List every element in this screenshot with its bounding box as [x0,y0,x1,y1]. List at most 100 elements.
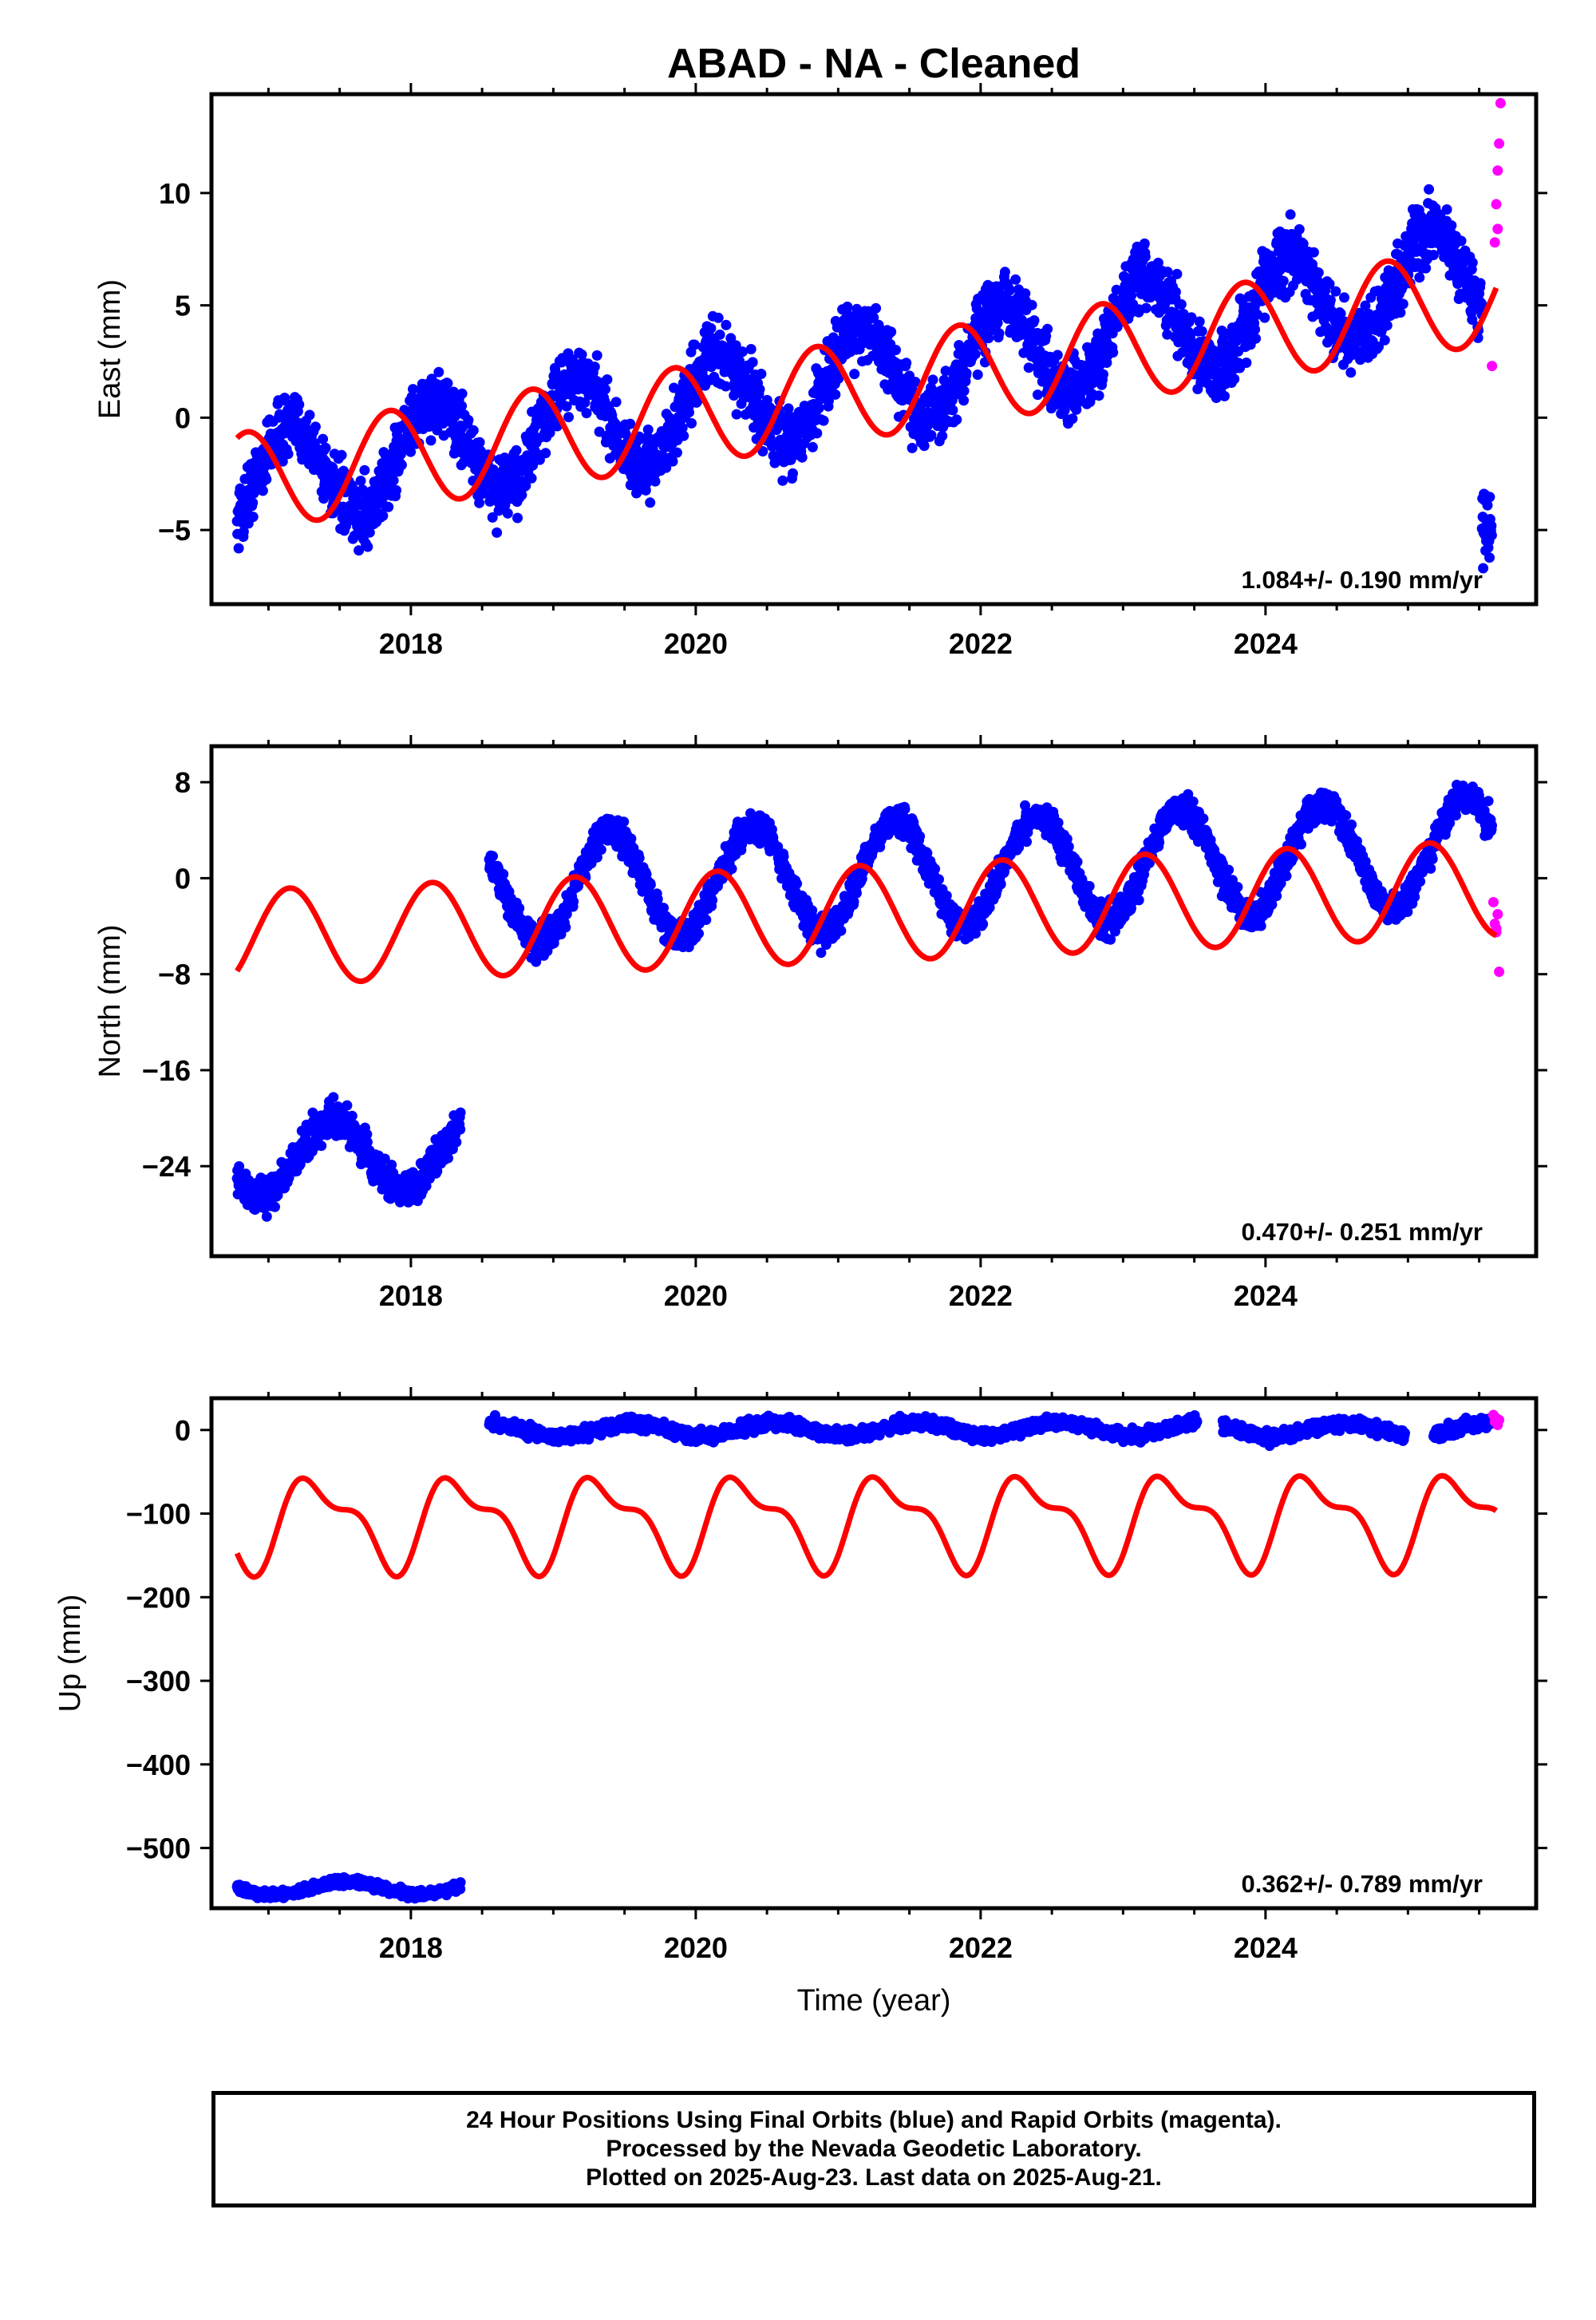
final-point [788,468,798,479]
final-point [463,415,473,425]
final-point [1250,324,1260,334]
final-orbit-series-1 [484,780,1497,967]
final-point [563,412,574,422]
final-point [503,508,513,519]
final-point [1108,347,1118,358]
final-point [1229,373,1239,384]
final-point [808,442,818,453]
x-tick-label: 2020 [664,627,728,660]
final-point [1053,350,1063,360]
final-point [678,431,689,441]
final-point [842,302,852,312]
final-point [383,502,393,512]
final-point [748,357,758,367]
final-point [1033,389,1043,400]
final-point [1484,492,1495,502]
final-point [626,833,636,844]
x-tick-label: 2022 [949,627,1013,660]
final-point [721,381,731,392]
final-point [247,498,258,508]
final-point [426,435,437,445]
plot-area [232,780,1504,1222]
y-tick-label: 10 [159,177,191,210]
final-point [926,384,937,394]
final-point [456,401,467,411]
final-point [973,370,983,380]
final-point [279,393,290,403]
final-point [492,528,502,538]
final-point [321,443,331,453]
final-point [959,385,970,396]
y-axis-label: East (mm) [93,279,127,419]
final-point [310,421,321,432]
final-point [715,330,725,340]
final-point [258,485,268,496]
final-point [397,460,407,470]
final-point [433,367,444,377]
final-point [792,879,802,889]
final-point [886,326,896,337]
final-point [1176,299,1187,310]
final-point [270,1202,280,1212]
final-point [1027,300,1037,310]
final-point [1345,367,1356,377]
final-point [947,405,958,415]
final-point [962,368,972,378]
final-point [1314,267,1324,278]
x-tick-label: 2024 [1234,627,1298,660]
y-tick-label: 5 [175,290,191,322]
final-point [891,345,901,355]
y-tick-label: −5 [158,514,191,547]
final-point [560,923,571,933]
final-point [755,384,765,394]
final-point [294,400,304,410]
final-point [849,369,859,379]
final-point [830,389,840,400]
final-point [456,1108,466,1118]
rapid-point [1492,223,1503,234]
final-point [389,476,399,486]
final-point [249,488,259,499]
final-point [812,428,822,438]
final-point [488,851,498,861]
final-point [1484,552,1495,563]
rapid-point [1494,138,1504,148]
final-point [994,328,1005,338]
x-tick-label: 2018 [379,627,443,660]
final-point [234,543,244,554]
rapid-point [1490,237,1500,247]
final-point [261,474,271,484]
final-point [362,542,373,552]
final-point [1141,303,1152,314]
final-point [1005,285,1015,295]
y-tick-label: 0 [175,401,191,434]
rapid-point [1487,361,1497,371]
final-point [900,804,911,814]
final-point [871,303,881,314]
final-point [732,409,742,420]
final-point [1294,224,1305,235]
final-point [951,414,962,425]
final-point [1195,317,1205,327]
final-point [540,448,551,458]
final-point [668,456,678,467]
final-point [1094,390,1104,401]
final-point [457,389,468,399]
final-point [1029,315,1040,326]
final-point [514,903,524,914]
final-point [377,511,388,521]
final-point [1476,278,1486,288]
final-point [928,374,938,385]
final-point [1259,313,1270,323]
rapid-point [1495,98,1506,109]
final-point [727,864,737,874]
final-point [1250,334,1261,344]
final-point [1071,405,1081,415]
rapid-point [1492,165,1503,176]
final-point [814,403,824,413]
final-point [600,384,610,394]
rapid-orbit-series [1487,98,1506,371]
rapid-point [1491,199,1502,209]
